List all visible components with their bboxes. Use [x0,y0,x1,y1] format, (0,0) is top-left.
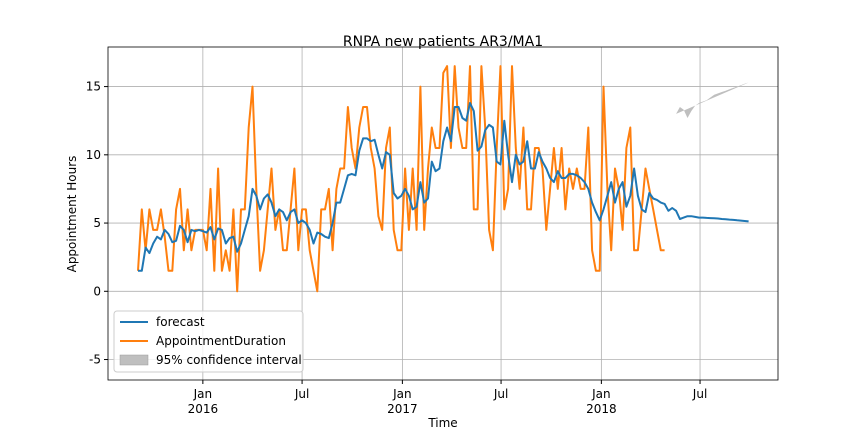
x-tick-label: Jan 2018 [586,387,617,416]
series-line [138,102,749,272]
y-tick-label: -5 [89,353,101,367]
plot-frame [107,46,779,381]
x-tick-label: Jan 2016 [188,387,219,416]
y-tick-label: 0 [93,284,101,298]
legend-label: AppointmentDuration [156,334,286,348]
y-axis-label: Appointment Hours [65,156,79,273]
x-tick-label: Jul [294,387,309,401]
legend-swatch [119,354,149,366]
legend-label: forecast [156,315,205,329]
chart-title: RNPA new patients AR3/MA1 [343,34,543,50]
x-axis-label: Time [427,416,457,430]
y-tick-label: 15 [86,80,101,94]
x-tick-label: Jan 2017 [387,387,418,416]
y-tick-label: 10 [86,148,101,162]
legend-label: 95% confidence interval [156,353,302,367]
x-tick-label: Jul [493,387,508,401]
x-tick-label: Jul [692,387,707,401]
y-tick-label: 5 [93,216,101,230]
legend-box [113,310,304,373]
series-line [137,65,665,293]
